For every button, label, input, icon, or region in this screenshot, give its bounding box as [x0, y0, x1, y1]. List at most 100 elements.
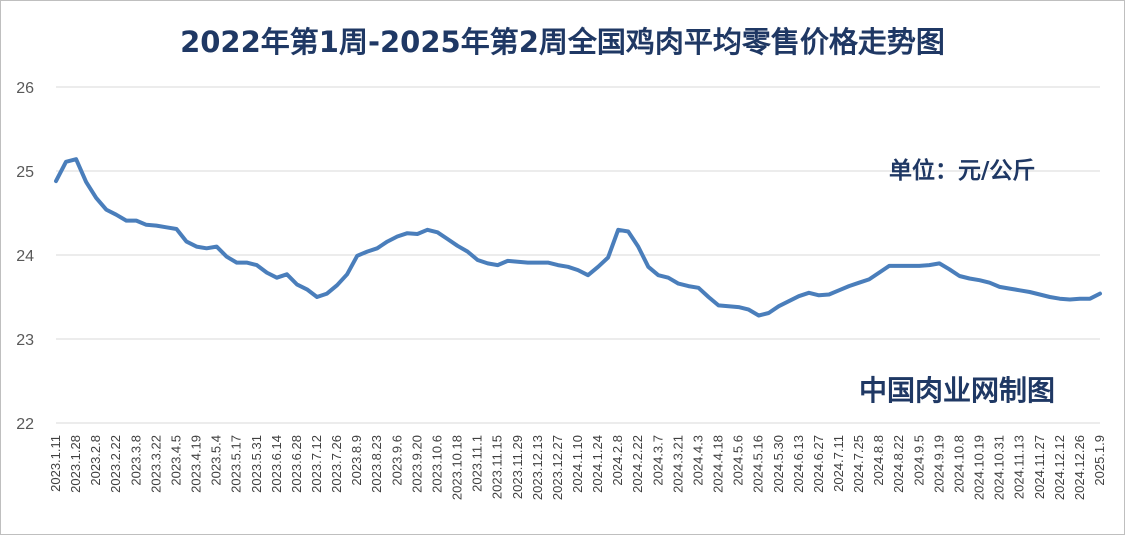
- data-point: [828, 293, 830, 296]
- x-tick-label: 2024.11.27: [1032, 435, 1047, 499]
- data-point: [245, 261, 248, 264]
- data-point: [1079, 297, 1081, 300]
- x-tick-label: 2023.3.8: [128, 435, 143, 486]
- x-tick-label: 2024.1.10: [570, 435, 585, 493]
- data-point: [1069, 298, 1071, 301]
- data-point: [1049, 296, 1051, 298]
- data-point: [868, 278, 870, 281]
- source-watermark: 中国肉业网制图: [859, 374, 1056, 407]
- x-tick-label: 2024.6.13: [791, 435, 806, 493]
- data-point: [175, 228, 178, 230]
- x-tick-label: 2024.7.25: [851, 435, 866, 493]
- data-point: [306, 288, 308, 291]
- data-point: [737, 306, 740, 308]
- data-point: [928, 264, 931, 266]
- data-point: [818, 294, 820, 297]
- data-point: [65, 160, 67, 163]
- data-point: [657, 274, 660, 276]
- data-point: [205, 247, 208, 250]
- data-point: [486, 262, 489, 265]
- data-point: [677, 282, 680, 285]
- data-point: [115, 213, 118, 216]
- x-tick-label: 2023.11.1: [470, 435, 485, 492]
- x-tick-label: 2023.6.28: [289, 435, 304, 493]
- y-tick-label: 24: [16, 248, 34, 265]
- data-point: [426, 229, 429, 231]
- x-tick-label: 2023.4.19: [189, 435, 204, 493]
- data-point: [978, 279, 981, 282]
- data-point: [1008, 287, 1011, 290]
- data-point: [85, 181, 87, 183]
- data-point: [195, 245, 198, 248]
- data-point: [968, 277, 971, 280]
- data-point: [75, 158, 77, 161]
- data-point: [717, 304, 720, 307]
- x-tick-label: 2024.10.31: [992, 435, 1007, 500]
- x-tick-label: 2024.5.16: [751, 435, 766, 493]
- data-point: [326, 292, 328, 295]
- x-tick-label: 2024.10.8: [951, 435, 966, 493]
- data-point: [878, 271, 880, 274]
- data-point: [125, 219, 128, 222]
- data-point: [888, 265, 890, 267]
- data-point: [777, 305, 780, 308]
- data-point: [1028, 291, 1031, 293]
- data-point: [1099, 292, 1101, 295]
- data-point: [1018, 289, 1021, 292]
- y-tick-label: 23: [16, 332, 34, 349]
- x-tick-label: 2023.12.27: [550, 435, 565, 500]
- data-point: [165, 226, 168, 229]
- data-point: [1089, 297, 1091, 300]
- data-point: [547, 261, 549, 264]
- data-point: [567, 265, 569, 268]
- x-tick-label: 2023.10.6: [429, 435, 444, 493]
- data-point: [145, 223, 148, 226]
- data-point: [346, 273, 348, 276]
- data-point: [587, 274, 589, 276]
- x-tick-label: 2024.2.22: [630, 435, 645, 493]
- data-point: [135, 219, 138, 222]
- data-point: [858, 281, 860, 284]
- data-point: [617, 229, 619, 231]
- x-tick-label: 2024.9.19: [931, 435, 946, 493]
- data-point: [958, 275, 961, 277]
- data-point: [476, 259, 479, 261]
- data-point: [727, 305, 730, 308]
- x-tick-label: 2023.2.8: [88, 435, 103, 486]
- unit-label: 单位：元/公斤: [889, 158, 1036, 184]
- x-tick-label: 2024.4.18: [711, 435, 726, 493]
- data-point: [516, 260, 519, 263]
- x-tick-label: 2023.6.14: [269, 435, 284, 493]
- x-tick-label: 2024.8.22: [891, 435, 906, 493]
- data-point: [266, 271, 268, 274]
- data-point: [557, 264, 559, 266]
- data-point: [948, 268, 951, 271]
- x-tick-label: 2023.2.22: [108, 435, 123, 493]
- data-point: [316, 296, 318, 298]
- x-tick-label: 2023.8.23: [369, 435, 384, 493]
- x-tick-label: 2023.7.26: [329, 435, 344, 493]
- x-tick-label: 2024.9.5: [911, 435, 926, 486]
- x-tick-label: 2023.11.15: [490, 435, 505, 499]
- x-tick-label: 2023.4.5: [168, 435, 183, 486]
- x-tick-label: 2023.5.17: [229, 435, 244, 493]
- y-tick-label: 25: [16, 164, 34, 181]
- data-point: [1038, 293, 1041, 296]
- data-point: [788, 300, 790, 303]
- data-point: [185, 240, 188, 243]
- data-point: [767, 312, 770, 314]
- data-point: [707, 296, 710, 298]
- x-tick-label: 2024.10.19: [972, 435, 987, 500]
- data-point: [406, 232, 409, 234]
- data-point: [456, 244, 459, 247]
- grid-lines: [56, 86, 1100, 424]
- x-tick-label: 2024.12.12: [1052, 435, 1067, 500]
- x-tick-label: 2024.5.6: [731, 435, 746, 486]
- x-tick-label: 2024.12.26: [1072, 435, 1087, 500]
- data-point: [215, 245, 218, 248]
- data-point: [496, 264, 499, 266]
- x-tick-label: 2024.7.11: [831, 435, 846, 492]
- data-point: [386, 240, 389, 243]
